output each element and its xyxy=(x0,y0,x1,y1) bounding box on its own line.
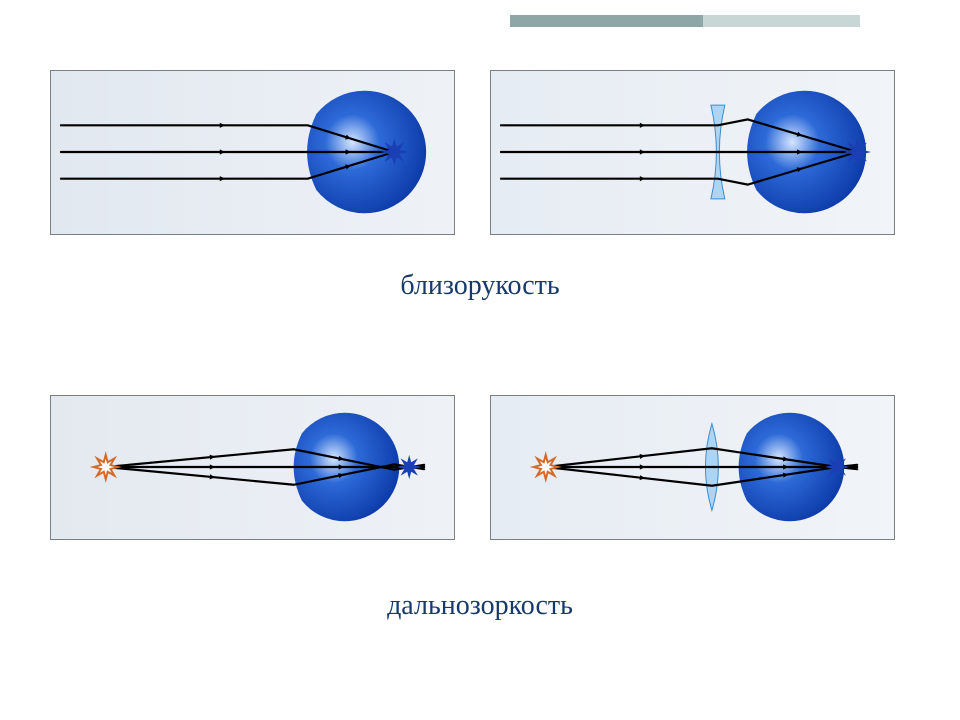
label-myopia: близорукость xyxy=(0,270,960,302)
panel-myopia-uncorrected xyxy=(50,70,455,235)
panel-myopia-corrected xyxy=(490,70,895,235)
accent-seg-1 xyxy=(510,15,703,27)
accent-seg-2 xyxy=(703,15,861,27)
panel-hyperopia-uncorrected xyxy=(50,395,455,540)
slide-accent-bar xyxy=(510,15,860,27)
panel-hyperopia-corrected xyxy=(490,395,895,540)
label-hyperopia: дальнозоркость xyxy=(0,590,960,622)
